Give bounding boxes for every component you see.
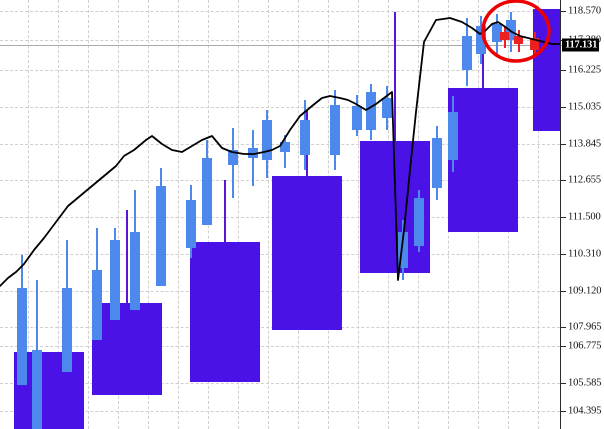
vertical-gridline [178,0,179,429]
candle-body [506,20,516,40]
price-axis-tick-label: 104.395 [568,405,602,417]
price-axis-tick-label: 115.035 [568,101,602,113]
candle-body [32,350,42,429]
overlay-candle-body [92,303,162,395]
horizontal-gridline [0,40,560,41]
vertical-gridline [238,0,239,429]
bearish-candle-body [500,32,509,40]
current-price-label: 117.131 [562,38,600,52]
price-axis-tick-label: 106.775 [568,340,602,352]
price-axis-tick [561,327,566,328]
price-axis-tick [561,180,566,181]
bearish-candle-body [530,38,539,50]
price-axis-tick-label: 111.500 [568,211,601,223]
overlay-candle-body [448,88,518,232]
horizontal-gridline [0,107,560,108]
vertical-gridline [148,0,149,429]
candle-body [492,24,502,42]
candle-body [352,106,362,130]
candle-body [398,232,408,268]
overlay-candle-body [272,176,342,330]
horizontal-gridline [0,383,560,384]
price-axis-tick-label: 112.655 [568,174,602,186]
candle-body [202,158,212,225]
overlay-candle-body [190,242,260,382]
overlay-candle-wick [126,210,128,395]
candle-body [130,232,140,310]
bearish-candle-body [514,36,523,44]
candle-body [280,142,290,152]
horizontal-gridline [0,346,560,347]
candle-body [382,98,392,118]
vertical-gridline [58,0,59,429]
candle-body [17,288,27,385]
candle-body [92,270,102,340]
candle-body [62,288,72,372]
price-axis-tick [561,383,566,384]
candle-body [476,26,486,54]
candle-body [300,120,310,155]
bearish-candlestick-series [500,26,539,54]
price-axis[interactable]: 118.570117.380116.225115.035113.845112.6… [560,0,604,429]
price-axis-tick-label: 105.585 [568,377,602,389]
candle-body [110,240,120,320]
horizontal-gridline [0,11,560,12]
vertical-gridline [358,0,359,429]
candle-body [462,36,472,70]
vertical-gridline [268,0,269,429]
candle-body [366,92,376,130]
candle-body [414,198,424,246]
price-axis-tick [561,107,566,108]
candle-body [156,186,166,286]
candle-body [330,105,340,155]
horizontal-gridline [0,70,560,71]
price-axis-tick-label: 110.310 [568,248,602,260]
price-axis-tick [561,411,566,412]
price-axis-tick [561,346,566,347]
price-axis-tick-label: 113.845 [568,138,602,150]
price-axis-tick [561,70,566,71]
candle-body [186,200,196,248]
candle-body [432,138,442,188]
price-axis-tick-label: 118.570 [568,5,602,17]
price-axis-tick-label: 116.225 [568,64,602,76]
overlay-candle-body [533,9,560,131]
vertical-gridline [88,0,89,429]
price-axis-tick [561,254,566,255]
price-axis-tick [561,291,566,292]
price-axis-tick-label: 107.965 [568,321,602,333]
price-axis-tick [561,144,566,145]
red-circle-highlight [481,0,551,63]
vertical-gridline [538,0,539,429]
price-axis-tick [561,217,566,218]
price-axis-tick-label: 109.120 [568,285,602,297]
candle-wick [252,130,254,186]
chart-plot-area[interactable] [0,0,560,429]
current-price-line [0,45,560,46]
vertical-gridline [118,0,119,429]
price-axis-tick [561,11,566,12]
candle-body [448,112,458,160]
moving-average-line [0,17,560,287]
horizontal-gridline [0,411,560,412]
candle-body [248,148,258,158]
candle-body [228,150,238,165]
vertical-gridline [28,0,29,429]
candle-body [262,120,272,160]
